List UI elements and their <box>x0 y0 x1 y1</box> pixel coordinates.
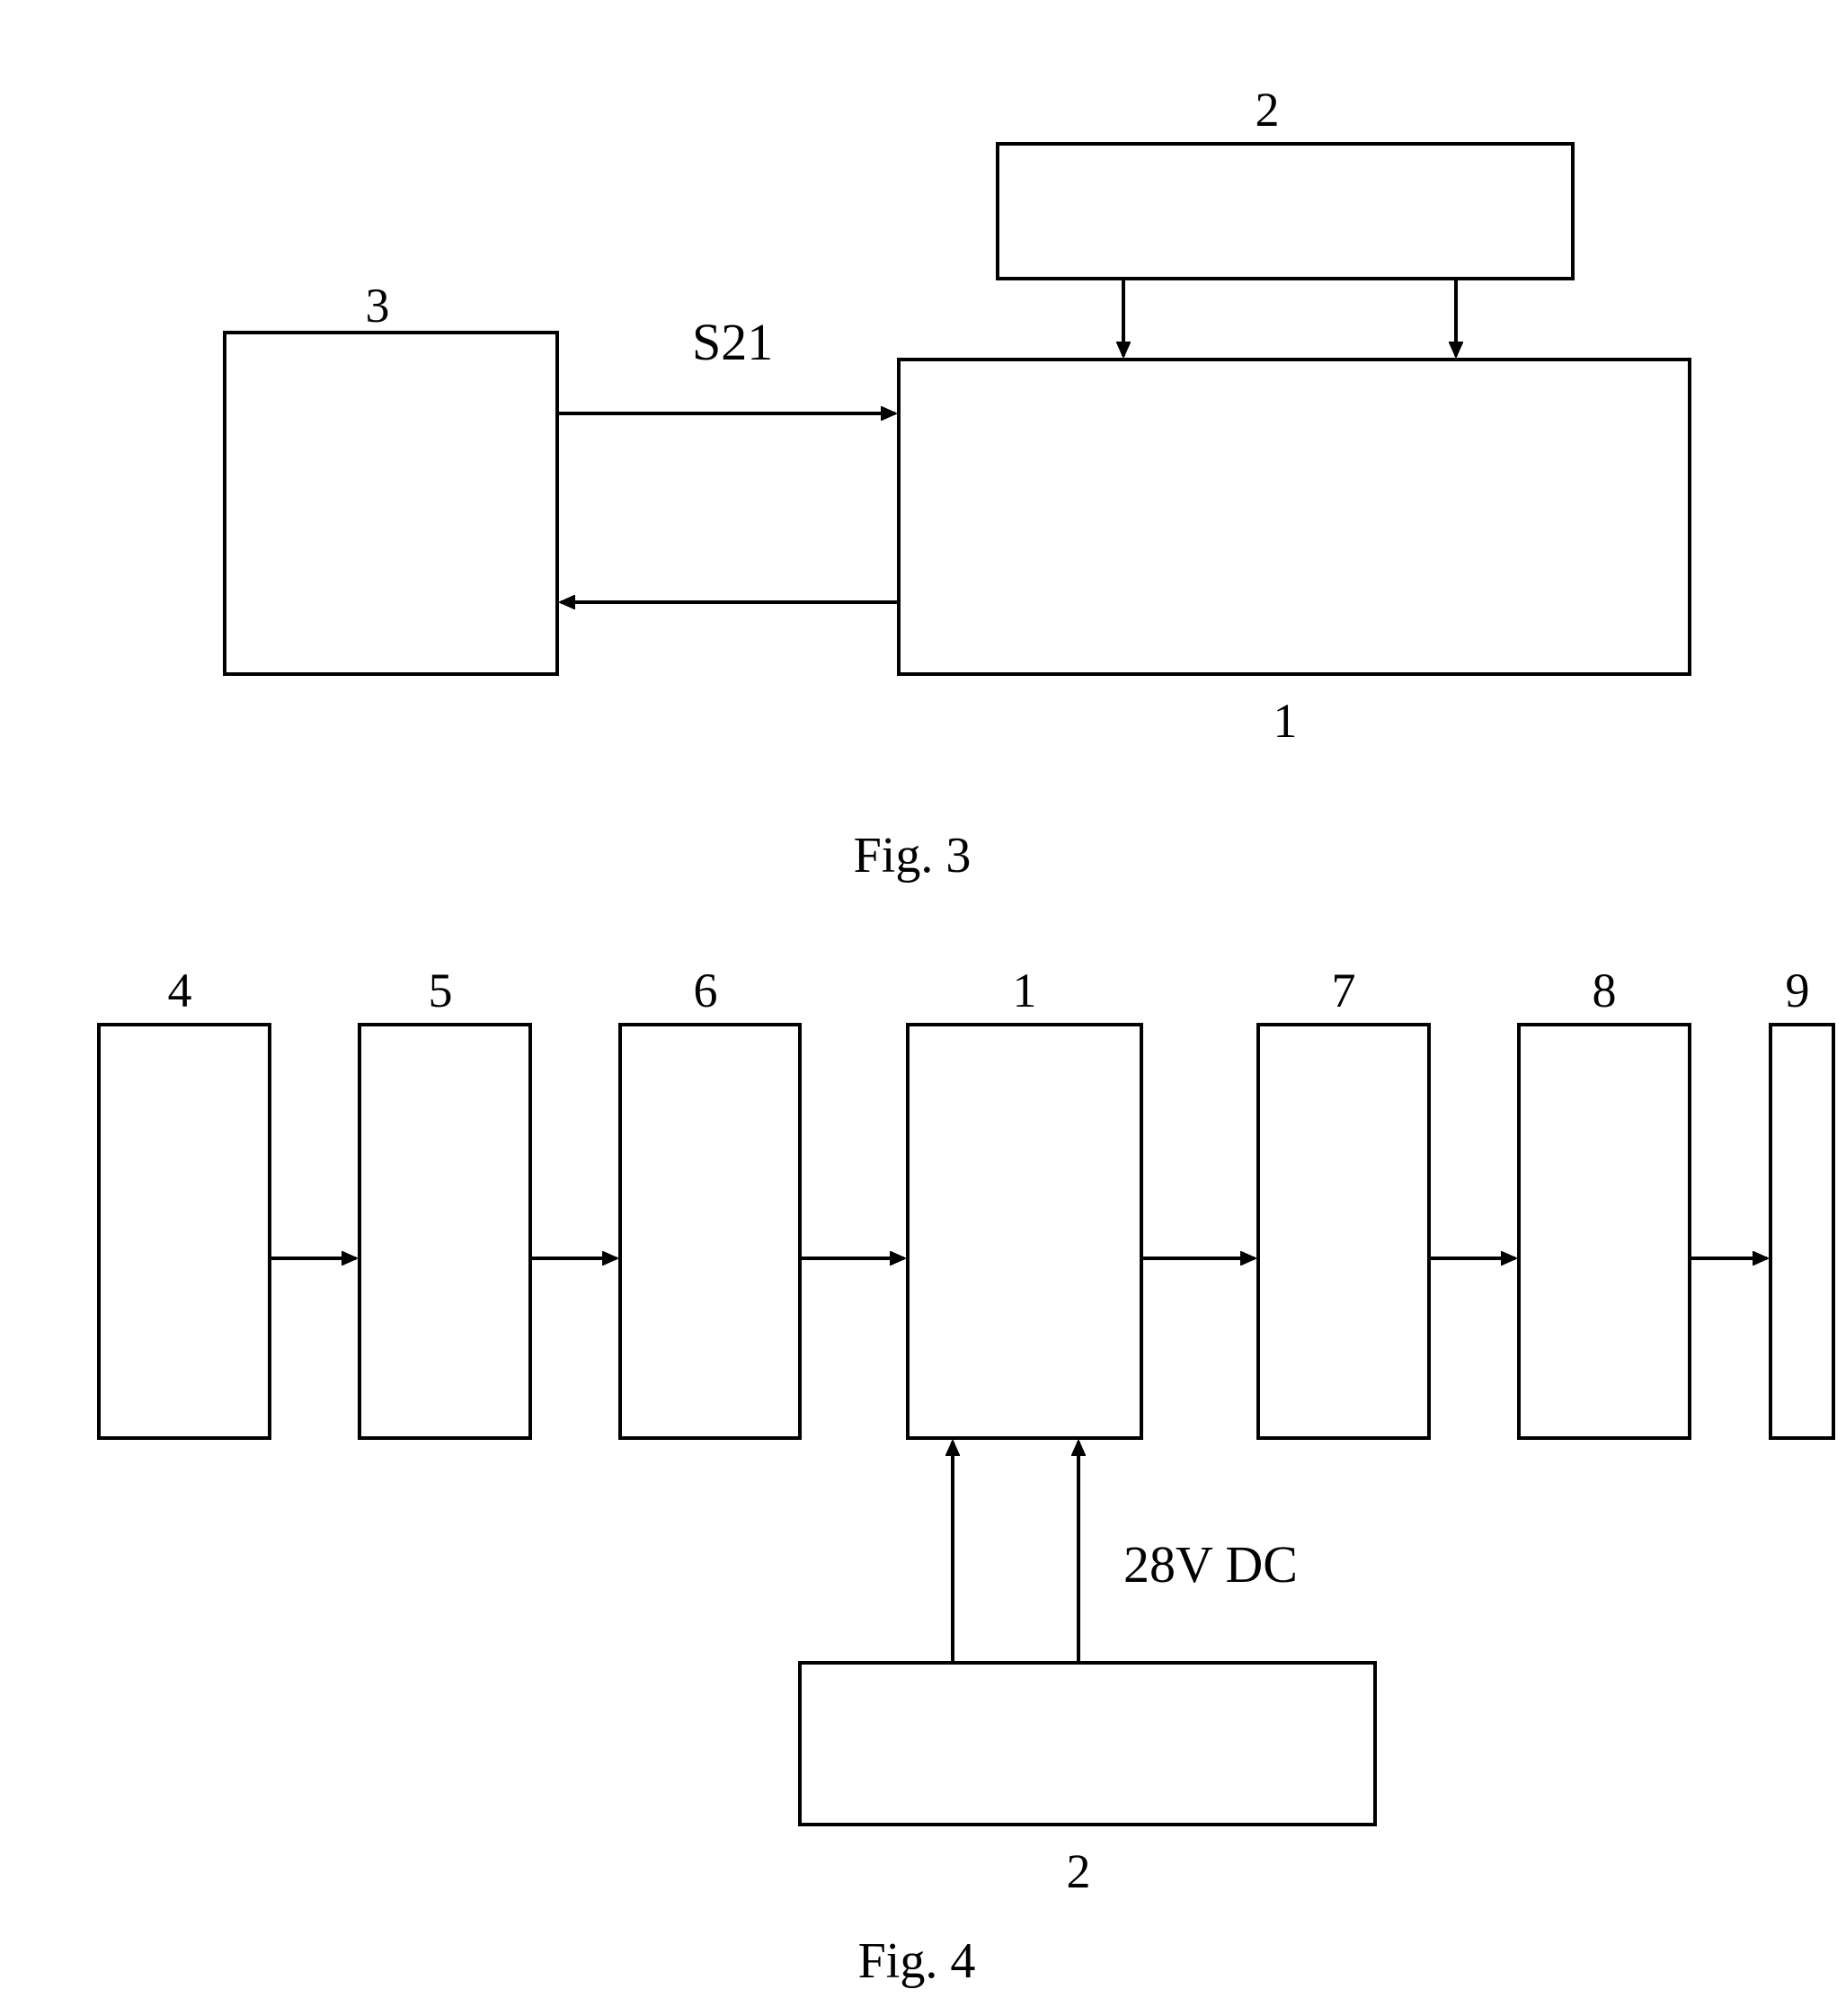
fig4-box-7 <box>1258 1025 1429 1438</box>
fig4-box-8 <box>1519 1025 1690 1438</box>
fig3-label-2: 2 <box>1256 83 1280 137</box>
fig4-box-5 <box>359 1025 530 1438</box>
fig4-box-9 <box>1771 1025 1833 1438</box>
fig4-label-4: 4 <box>168 964 192 1017</box>
fig4-label-1: 1 <box>1013 964 1037 1017</box>
fig3-box-1 <box>899 360 1690 674</box>
fig3-signal-label: S21 <box>692 313 773 371</box>
fig4-caption: Fig. 4 <box>858 1933 976 1989</box>
fig4-label-6: 6 <box>694 964 718 1017</box>
fig4-box-4 <box>99 1025 270 1438</box>
fig4-box-6 <box>620 1025 800 1438</box>
figure-4: 4 5 6 1 7 8 9 2 28V DC Fig. 4 <box>99 964 1833 1989</box>
fig4-label-5: 5 <box>429 964 453 1017</box>
fig3-caption: Fig. 3 <box>854 828 972 884</box>
fig4-label-8: 8 <box>1593 964 1617 1017</box>
fig4-label-2: 2 <box>1067 1844 1091 1898</box>
fig4-box-2 <box>800 1663 1375 1825</box>
diagram-canvas: 2 1 3 S21 Fig. 3 4 5 6 1 7 8 9 <box>0 0 1846 2016</box>
figure-3: 2 1 3 S21 Fig. 3 <box>225 83 1690 884</box>
fig4-box-1 <box>908 1025 1141 1438</box>
fig3-box-2 <box>998 144 1573 279</box>
fig3-box-3 <box>225 333 557 674</box>
fig4-dc-label: 28V DC <box>1123 1535 1298 1594</box>
fig3-label-3: 3 <box>366 279 390 333</box>
fig3-label-1: 1 <box>1274 694 1298 748</box>
fig4-label-7: 7 <box>1332 964 1356 1017</box>
fig4-label-9: 9 <box>1786 964 1810 1017</box>
